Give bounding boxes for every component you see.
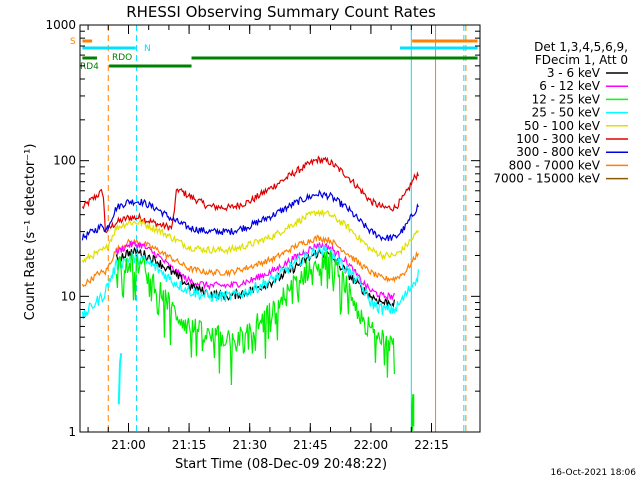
legend-label: 100 - 300 keV: [516, 132, 600, 146]
x-tick-label: 22:15: [414, 438, 449, 452]
y-tick-label: 100: [53, 154, 76, 168]
series-line: [81, 209, 419, 264]
instrument-flags: S N RDO RD4: [70, 37, 478, 72]
flag-label-s: S: [70, 37, 76, 47]
legend: Det 1,3,4,5,6,9, FDecim 1, Att 0 3 - 6 k…: [493, 40, 628, 186]
series-dropout-segment: [411, 394, 415, 431]
x-axis-label: Start Time (08-Dec-09 20:48:22): [175, 457, 387, 472]
legend-label: 6 - 12 keV: [539, 79, 601, 93]
chart-title: RHESSI Observing Summary Count Rates: [126, 3, 436, 21]
legend-label: 300 - 800 keV: [516, 145, 600, 159]
axes: 1 10 100 1000 21:00 21:15 21:30 21:45 22:00 22:15: [45, 18, 480, 452]
x-tick-label: 21:15: [172, 438, 207, 452]
plot-frame: [79, 24, 481, 433]
flag-label-rd4: RD4: [80, 62, 99, 72]
x-tick-label: 21:45: [293, 438, 328, 452]
series-lines: [81, 155, 419, 431]
legend-label: 12 - 25 keV: [532, 92, 601, 106]
series-line: [81, 155, 419, 234]
y-tick-label: 10: [61, 289, 76, 303]
legend-label: 25 - 50 keV: [532, 106, 601, 120]
series-dropout-segment: [117, 353, 123, 405]
timestamp: 16-Oct-2021 18:06: [551, 468, 637, 478]
series-line: [81, 189, 419, 242]
y-tick-label: 1: [68, 425, 76, 439]
series-line: [115, 249, 395, 386]
x-tick-label: 21:00: [111, 438, 146, 452]
flag-label-rdo: RDO: [112, 53, 132, 63]
legend-header-line-1: Det 1,3,4,5,6,9,: [534, 40, 628, 54]
x-tick-label: 22:00: [354, 438, 389, 452]
legend-header-line-2: FDecim 1, Att 0: [535, 53, 628, 67]
legend-label: 3 - 6 keV: [547, 66, 601, 80]
x-tick-label: 21:30: [232, 438, 267, 452]
legend-label: 800 - 7000 keV: [509, 158, 601, 172]
y-tick-label: 1000: [45, 18, 76, 32]
y-axis-label: Count Rate (s⁻¹ detector⁻¹): [23, 144, 38, 321]
series-line: [115, 240, 395, 302]
legend-label: 50 - 100 keV: [524, 119, 601, 133]
flag-label-n: N: [144, 44, 151, 54]
legend-label: 7000 - 15000 keV: [493, 172, 600, 186]
